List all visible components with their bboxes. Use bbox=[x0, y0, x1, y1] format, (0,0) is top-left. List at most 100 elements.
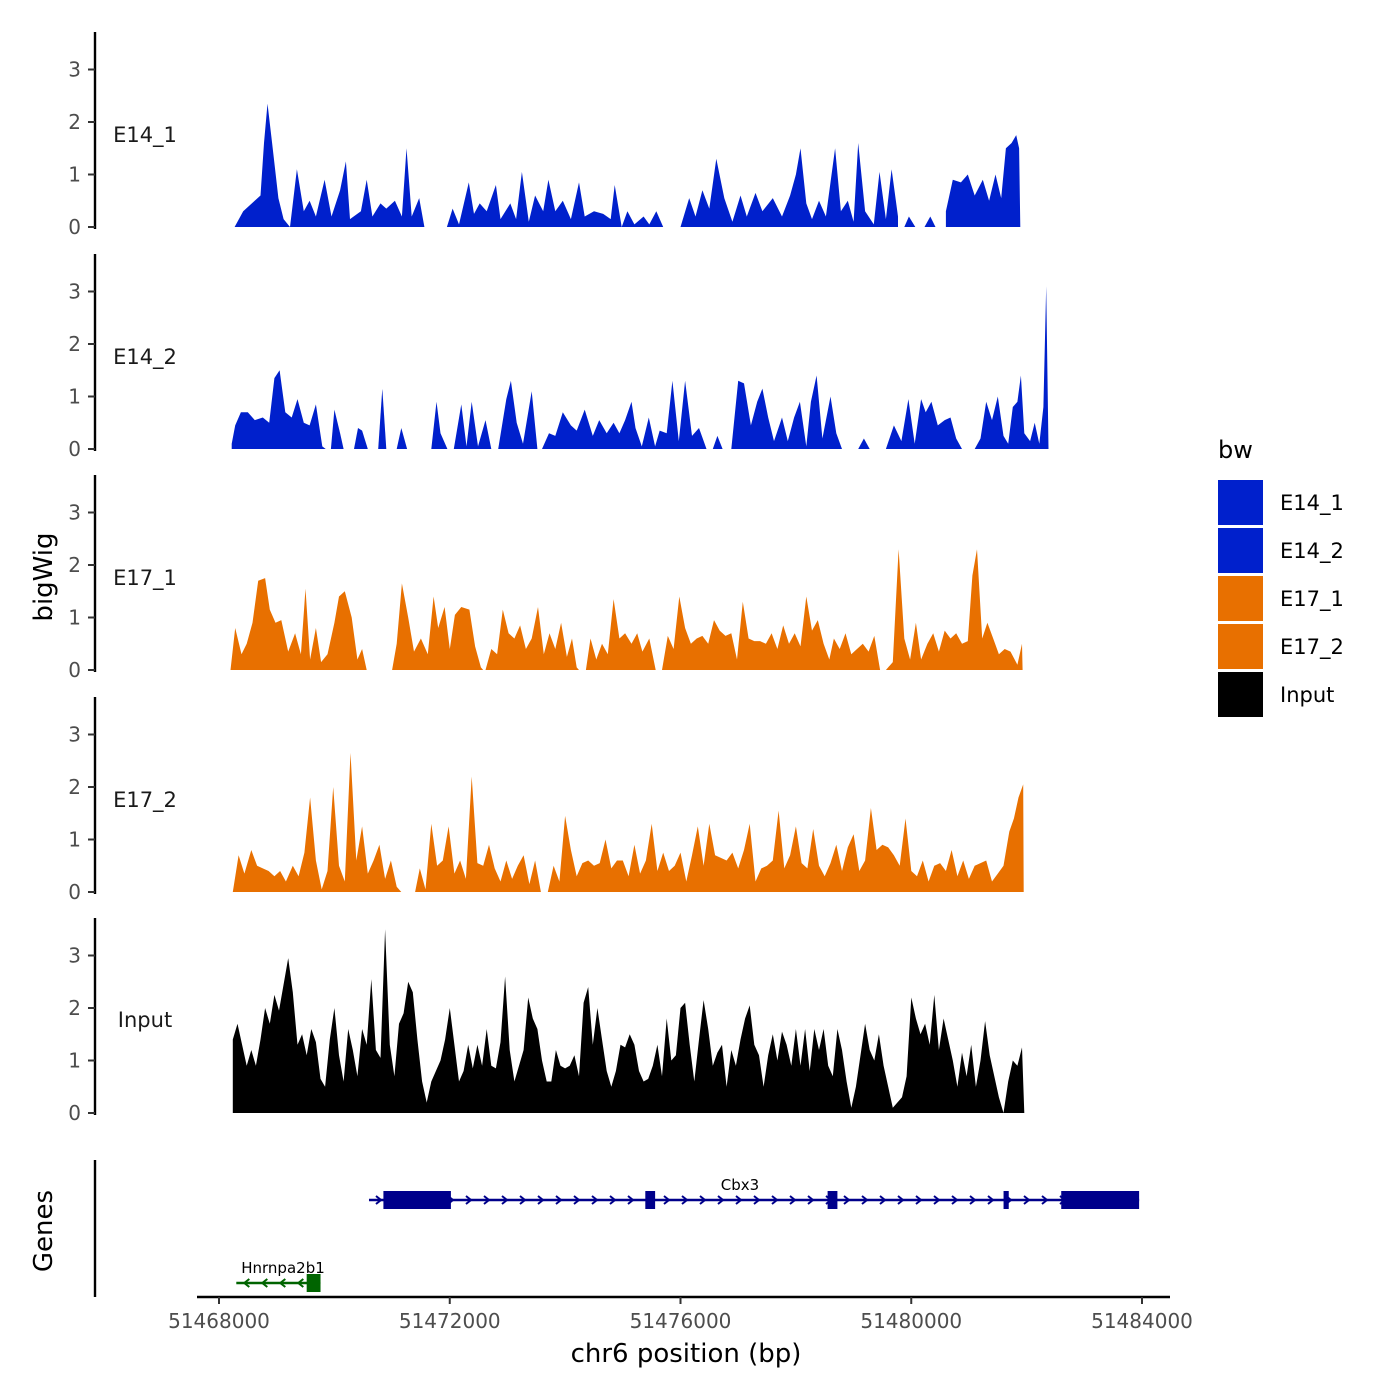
y-tick-label: 2 bbox=[68, 110, 81, 134]
strand-chevron bbox=[537, 1195, 545, 1205]
gene-Hnrnpa2b1: Hnrnpa2b1 bbox=[236, 1259, 325, 1292]
legend-swatch-Input bbox=[1218, 672, 1263, 717]
strand-chevron bbox=[573, 1195, 581, 1205]
legend-label: E14_1 bbox=[1280, 491, 1344, 516]
legend-title: bw bbox=[1218, 436, 1253, 464]
strand-chevron bbox=[465, 1195, 473, 1205]
y-tick-label: 3 bbox=[68, 501, 81, 525]
strand-chevron bbox=[609, 1195, 617, 1205]
gene-exon bbox=[1003, 1191, 1009, 1209]
strand-chevron bbox=[501, 1195, 509, 1205]
coverage-area-E14_2 bbox=[858, 438, 870, 449]
x-tick-label: 51468000 bbox=[168, 1309, 270, 1333]
strand-chevron bbox=[933, 1195, 941, 1205]
strand-chevron bbox=[789, 1195, 797, 1205]
coverage-area-E14_2 bbox=[431, 401, 448, 449]
strand-chevron bbox=[897, 1195, 905, 1205]
coverage-area-E14_1 bbox=[904, 216, 916, 227]
strand-chevron bbox=[699, 1195, 707, 1205]
legend-label: E17_2 bbox=[1280, 635, 1344, 660]
coverage-area-E14_2 bbox=[378, 388, 387, 449]
track-E17_1: 0 1 2 3 E17_1 bbox=[68, 475, 1023, 682]
coverage-area-E14_2 bbox=[885, 399, 962, 449]
track-label: E17_2 bbox=[113, 788, 177, 813]
coverage-area-E17_1 bbox=[662, 596, 881, 670]
y-tick-label: 3 bbox=[68, 944, 81, 968]
strand-chevron bbox=[663, 1195, 671, 1205]
x-tick-label: 51476000 bbox=[630, 1309, 732, 1333]
strand-chevron bbox=[771, 1195, 779, 1205]
y-axis-title: bigWig bbox=[29, 532, 59, 621]
coverage-area-E14_1 bbox=[945, 135, 1021, 227]
strand-chevron bbox=[627, 1195, 635, 1205]
coverage-area-E14_2 bbox=[974, 286, 1049, 449]
coverage-area-E17_1 bbox=[885, 549, 1023, 670]
coverage-area-E17_1 bbox=[230, 578, 367, 670]
genes-track-title: Genes bbox=[29, 1190, 59, 1272]
gene-exon bbox=[306, 1274, 321, 1292]
strand-chevron bbox=[555, 1195, 563, 1205]
gene-exon bbox=[827, 1191, 838, 1209]
track-label: E14_1 bbox=[113, 123, 177, 148]
coverage-area-E17_2 bbox=[415, 776, 541, 892]
y-tick-label: 1 bbox=[68, 606, 81, 630]
gene-label: Hnrnpa2b1 bbox=[241, 1259, 325, 1277]
gene-exon bbox=[645, 1191, 656, 1209]
track-E17_2: 0 1 2 3 E17_2 bbox=[68, 697, 1024, 904]
coverage-area-E14_2 bbox=[542, 380, 707, 449]
strand-chevron bbox=[807, 1195, 815, 1205]
legend-label: Input bbox=[1280, 683, 1334, 707]
coverage-area-E14_1 bbox=[446, 171, 664, 227]
y-tick-label: 0 bbox=[68, 1101, 81, 1125]
coverage-area-E14_2 bbox=[231, 370, 326, 449]
y-tick-label: 0 bbox=[68, 215, 81, 239]
track-label: E17_1 bbox=[113, 566, 177, 591]
strand-chevron bbox=[987, 1195, 995, 1205]
x-axis-title: chr6 position (bp) bbox=[571, 1339, 802, 1369]
gene-label: Cbx3 bbox=[721, 1176, 759, 1194]
strand-chevron bbox=[375, 1195, 383, 1205]
strand-chevron bbox=[260, 1278, 268, 1288]
coverage-area-E14_2 bbox=[396, 428, 408, 449]
x-tick-label: 51472000 bbox=[399, 1309, 501, 1333]
y-tick-label: 1 bbox=[68, 163, 81, 187]
strand-chevron bbox=[591, 1195, 599, 1205]
legend-swatch-E14_2 bbox=[1218, 528, 1263, 573]
coverage-area-E14_2 bbox=[453, 401, 492, 449]
y-tick-label: 0 bbox=[68, 880, 81, 904]
y-tick-label: 0 bbox=[68, 658, 81, 682]
coverage-area-E17_1 bbox=[392, 583, 579, 670]
strand-chevron bbox=[681, 1195, 689, 1205]
y-tick-label: 3 bbox=[68, 58, 81, 82]
y-tick-label: 2 bbox=[68, 775, 81, 799]
coverage-area-E14_2 bbox=[354, 428, 368, 449]
strand-chevron bbox=[296, 1278, 304, 1288]
coverage-area-E14_2 bbox=[330, 409, 344, 449]
legend: bw E14_1 E14_2 E17_1 E17_2 Input bbox=[1218, 436, 1344, 717]
coverage-area-E14_1 bbox=[680, 143, 898, 227]
gene-exon bbox=[1061, 1191, 1140, 1209]
coverage-area-Input bbox=[232, 929, 1025, 1113]
strand-chevron bbox=[753, 1195, 761, 1205]
legend-swatch-E14_1 bbox=[1218, 480, 1263, 525]
strand-chevron bbox=[969, 1195, 977, 1205]
x-tick-label: 51484000 bbox=[1091, 1309, 1193, 1333]
track-label: E14_2 bbox=[113, 345, 177, 370]
track-Input: 0 1 2 3 Input bbox=[68, 918, 1025, 1125]
y-tick-label: 3 bbox=[68, 280, 81, 304]
y-tick-label: 0 bbox=[68, 437, 81, 461]
gene-exon bbox=[383, 1191, 451, 1209]
strand-chevron bbox=[483, 1195, 491, 1205]
strand-chevron bbox=[1023, 1195, 1031, 1205]
gene-Cbx3: Cbx3 bbox=[368, 1176, 1140, 1209]
strand-chevron bbox=[278, 1278, 286, 1288]
y-tick-label: 1 bbox=[68, 1049, 81, 1073]
track-E14_2: 0 1 2 3 E14_2 bbox=[68, 254, 1049, 461]
y-tick-label: 2 bbox=[68, 996, 81, 1020]
coverage-area-E14_2 bbox=[498, 380, 538, 449]
strand-chevron bbox=[735, 1195, 743, 1205]
strand-chevron bbox=[843, 1195, 851, 1205]
x-axis: 51468000 51472000 51476000 51480000 51484000 bbox=[168, 1295, 1193, 1333]
strand-chevron bbox=[717, 1195, 725, 1205]
